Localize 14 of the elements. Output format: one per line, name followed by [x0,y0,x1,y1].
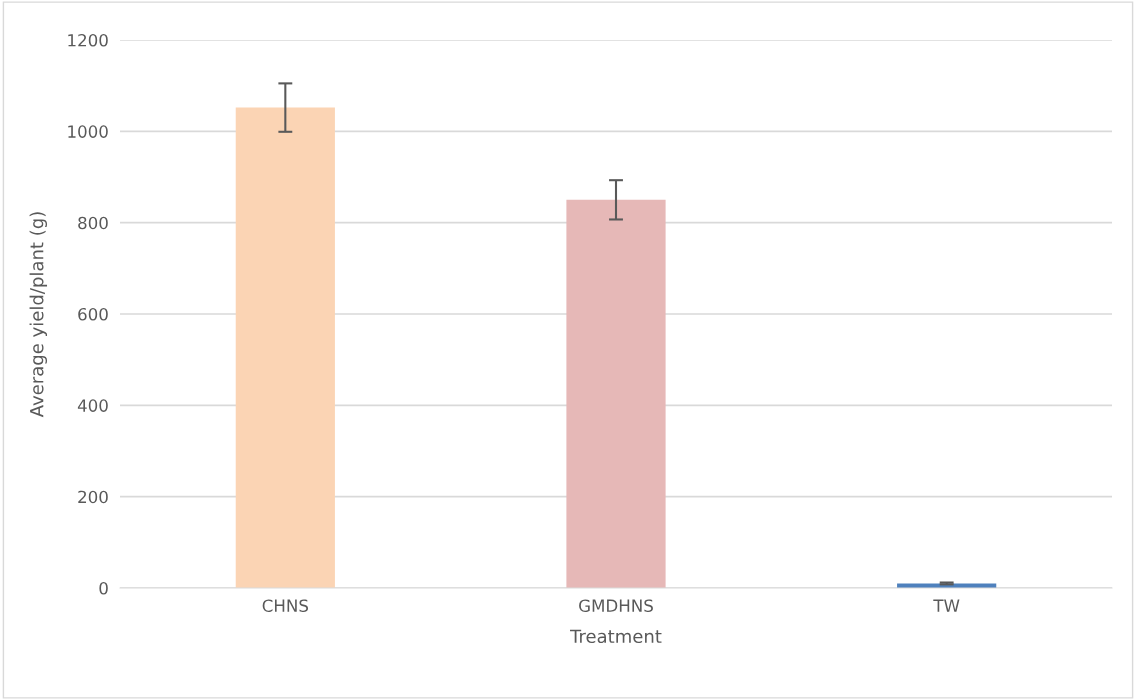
y-tick-label: 1000 [68,125,108,138]
x-tick-label: TW [933,599,960,612]
y-tick-label: 0 [99,581,108,595]
y-tick-label: 1200 [68,33,108,47]
x-tick-label: CHNS [262,599,309,613]
y-tick-label: 200 [78,490,108,504]
x-axis-title: Treatment [570,629,662,644]
y-axis-title: Average yield/plant (g) [29,212,48,418]
x-tick-label: GMDHNS [579,599,653,613]
y-tick-label: 400 [77,399,108,412]
bar [566,199,666,588]
y-tick-label: 600 [78,307,108,321]
bar [235,107,335,588]
y-tick-label: 800 [78,216,108,230]
